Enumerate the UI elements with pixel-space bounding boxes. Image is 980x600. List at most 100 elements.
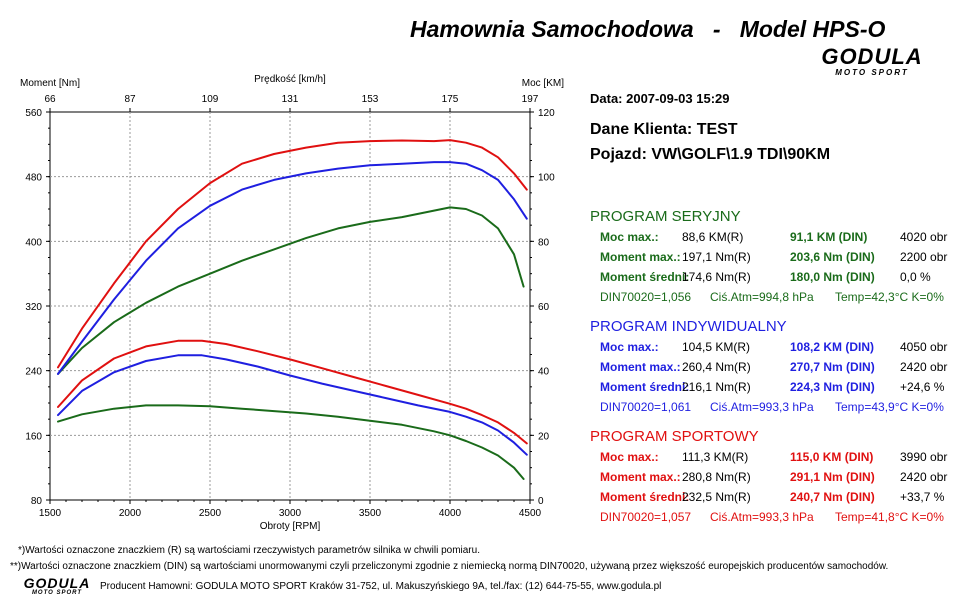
- top-axis-label: Prędkość [km/h]: [254, 74, 326, 85]
- stat-value-r: 104,5 KM(R): [682, 340, 751, 354]
- x-tick-label: 3000: [279, 508, 302, 519]
- logo-text-small: GODULA: [23, 575, 91, 591]
- producer-info: Producent Hamowni: GODULA MOTO SPORT Kra…: [100, 581, 662, 592]
- top-tick-label: 153: [362, 94, 379, 105]
- stat-extra: +24,6 %: [900, 380, 945, 394]
- torque-curve-1f1fe0: [57, 354, 528, 456]
- stat-value-r: 216,1 Nm(R): [682, 380, 751, 394]
- stat-value-din: 270,7 Nm (DIN): [790, 360, 875, 374]
- stat-value-r: 174,6 Nm(R): [682, 270, 751, 284]
- stat-value-r: 260,4 Nm(R): [682, 360, 751, 374]
- stat-value-din: 115,0 KM (DIN): [790, 450, 874, 464]
- din-factor: DIN70020=1,056: [600, 290, 692, 304]
- din-factor: DIN70020=1,057: [600, 510, 692, 524]
- top-tick-label: 109: [202, 94, 219, 105]
- top-tick-label: 66: [44, 94, 56, 105]
- stat-label: Moment max.:: [600, 470, 681, 484]
- y-right-axis-label: Moc [KM]: [522, 78, 564, 89]
- x-tick-label: 4000: [439, 508, 462, 519]
- right-tick-label: 0: [538, 496, 544, 507]
- stat-label: Moment średni:: [600, 490, 690, 504]
- left-tick-label: 400: [25, 237, 42, 248]
- stat-value-din: 203,6 Nm (DIN): [790, 250, 875, 264]
- stat-extra: 2420 obr: [900, 360, 948, 374]
- atm-pressure: Ciś.Atm=993,3 hPa: [710, 510, 814, 524]
- top-tick-label: 87: [124, 94, 136, 105]
- left-tick-label: 160: [25, 431, 42, 442]
- x-tick-label: 2500: [199, 508, 222, 519]
- right-tick-label: 120: [538, 108, 555, 119]
- program-title: PROGRAM INDYWIDUALNY: [590, 318, 787, 335]
- logo-text: GODULA: [821, 44, 923, 69]
- stat-extra: 3990 obr: [900, 450, 948, 464]
- left-tick-label: 240: [25, 367, 42, 378]
- vehicle-name: Pojazd: VW\GOLF\1.9 TDI\90KM: [590, 146, 831, 163]
- right-tick-label: 60: [538, 302, 550, 313]
- stat-extra: 4050 obr: [900, 340, 948, 354]
- right-tick-label: 40: [538, 367, 550, 378]
- stat-label: Moment średni:: [600, 270, 690, 284]
- stat-value-r: 88,6 KM(R): [682, 230, 744, 244]
- client-name: Dane Klienta: TEST: [590, 121, 738, 138]
- left-tick-label: 320: [25, 302, 42, 313]
- left-tick-label: 560: [25, 108, 42, 119]
- x-tick-label: 2000: [119, 508, 142, 519]
- x-tick-label: 1500: [39, 508, 62, 519]
- right-tick-label: 20: [538, 431, 550, 442]
- temperature: Temp=43,9°C K=0%: [835, 400, 944, 414]
- footnote-r: *)Wartości oznaczone znaczkiem (R) są wa…: [18, 545, 480, 556]
- temperature: Temp=42,3°C K=0%: [835, 290, 944, 304]
- stat-value-r: 280,8 Nm(R): [682, 470, 751, 484]
- top-tick-label: 175: [442, 94, 459, 105]
- stat-extra: 2420 obr: [900, 470, 948, 484]
- stat-extra: +33,7 %: [900, 490, 945, 504]
- din-factor: DIN70020=1,061: [600, 400, 692, 414]
- stat-extra: 0,0 %: [900, 270, 931, 284]
- header-title: Hamownia Samochodowa - Model HPS-O: [410, 16, 886, 42]
- stat-value-r: 232,5 Nm(R): [682, 490, 751, 504]
- x-tick-label: 4500: [519, 508, 542, 519]
- stat-value-din: 91,1 KM (DIN): [790, 230, 868, 244]
- stat-label: Moc max.:: [600, 230, 659, 244]
- stat-value-din: 240,7 Nm (DIN): [790, 490, 875, 504]
- program-title: PROGRAM SERYJNY: [590, 208, 741, 225]
- power-curve-1f1fe0: [57, 161, 528, 375]
- top-tick-label: 131: [282, 94, 299, 105]
- stat-value-r: 197,1 Nm(R): [682, 250, 751, 264]
- stat-extra: 2200 obr: [900, 250, 948, 264]
- godula-logo-top: GODULA MOTO SPORT: [812, 44, 932, 78]
- stat-label: Moc max.:: [600, 450, 659, 464]
- stat-label: Moment max.:: [600, 360, 681, 374]
- torque-curve-1a6b1a: [57, 404, 525, 480]
- godula-logo-bottom: GODULA MOTO SPORT: [22, 575, 92, 597]
- stat-value-din: 291,1 Nm (DIN): [790, 470, 875, 484]
- logo-subtext: MOTO SPORT: [835, 68, 909, 77]
- power-curve-1a6b1a: [57, 206, 525, 375]
- atm-pressure: Ciś.Atm=994,8 hPa: [710, 290, 814, 304]
- temperature: Temp=41,8°C K=0%: [835, 510, 944, 524]
- torque-curve-e01010: [57, 339, 528, 445]
- stat-value-din: 180,0 Nm (DIN): [790, 270, 875, 284]
- y-left-axis-label: Moment [Nm]: [20, 78, 80, 89]
- test-date: Data: 2007-09-03 15:29: [590, 91, 730, 106]
- logo-subtext-small: MOTO SPORT: [31, 590, 83, 596]
- stat-value-din: 224,3 Nm (DIN): [790, 380, 875, 394]
- right-tick-label: 80: [538, 237, 550, 248]
- stat-extra: 4020 obr: [900, 230, 948, 244]
- right-tick-label: 100: [538, 173, 555, 184]
- stat-label: Moment max.:: [600, 250, 681, 264]
- stat-label: Moment średni:: [600, 380, 690, 394]
- atm-pressure: Ciś.Atm=993,3 hPa: [710, 400, 814, 414]
- power-curve-e01010: [57, 139, 528, 369]
- stat-label: Moc max.:: [600, 340, 659, 354]
- footnote-din: **)Wartości oznaczone znaczkiem (DIN) są…: [10, 561, 889, 572]
- program-title: PROGRAM SPORTOWY: [590, 428, 759, 445]
- left-tick-label: 480: [25, 173, 42, 184]
- left-tick-label: 80: [31, 496, 43, 507]
- x-axis-label: Obroty [RPM]: [260, 521, 321, 532]
- stat-value-din: 108,2 KM (DIN): [790, 340, 875, 354]
- x-tick-label: 3500: [359, 508, 382, 519]
- stat-value-r: 111,3 KM(R): [682, 450, 749, 464]
- top-tick-label: 197: [522, 94, 539, 105]
